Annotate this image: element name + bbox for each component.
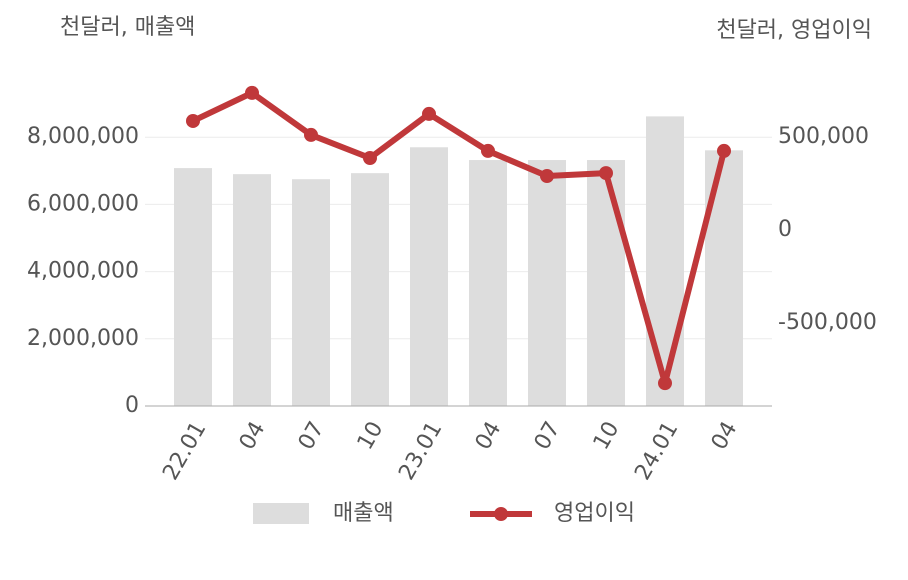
bar (528, 160, 566, 406)
point (658, 376, 672, 391)
line (191, 89, 727, 387)
bar (469, 160, 507, 406)
x-tick-label: 04 (235, 418, 271, 455)
legend-swatch (494, 507, 508, 521)
x-tick-label: 04 (707, 418, 743, 455)
x-tick-label: 10 (589, 418, 625, 455)
point (540, 169, 554, 184)
x-tick-label: 10 (353, 418, 389, 455)
y2-axis-title: 천달러, 영업이익 (716, 18, 872, 43)
x-tick-label: 07 (530, 418, 566, 455)
y-tick-label: 8,000,000 (27, 124, 139, 149)
y-tick-label: 0 (125, 393, 139, 418)
bar (646, 116, 684, 407)
legend-label: 매출액 (333, 501, 394, 526)
legend-swatch (253, 503, 309, 524)
bar (233, 174, 271, 406)
point (245, 85, 259, 100)
x-tick-label: 23.01 (394, 418, 447, 485)
x-tick-label: 04 (471, 418, 507, 455)
point (717, 143, 731, 158)
bar (587, 160, 625, 406)
bar (410, 147, 448, 406)
point (481, 143, 495, 158)
point (186, 113, 200, 128)
y2-tick-label: -500,000 (778, 310, 877, 335)
x-tick-label: 07 (294, 418, 330, 455)
point (304, 127, 318, 142)
bar (351, 173, 389, 406)
legend-label: 영업이익 (554, 501, 635, 526)
y-tick-label: 2,000,000 (27, 326, 139, 351)
y-tick-label: 4,000,000 (27, 259, 139, 284)
point (363, 151, 377, 165)
bar (705, 150, 743, 406)
x-tick-label: 24.01 (630, 418, 683, 485)
y2-tick-label: 500,000 (778, 124, 869, 149)
bar (292, 179, 330, 406)
y2-tick-label: 0 (778, 217, 792, 242)
y-tick-label: 6,000,000 (27, 191, 139, 216)
bar (174, 168, 212, 406)
y-axis-title: 천달러, 매출액 (60, 15, 195, 40)
point (422, 106, 436, 121)
point (599, 166, 613, 181)
x-tick-label: 22.01 (158, 418, 211, 485)
